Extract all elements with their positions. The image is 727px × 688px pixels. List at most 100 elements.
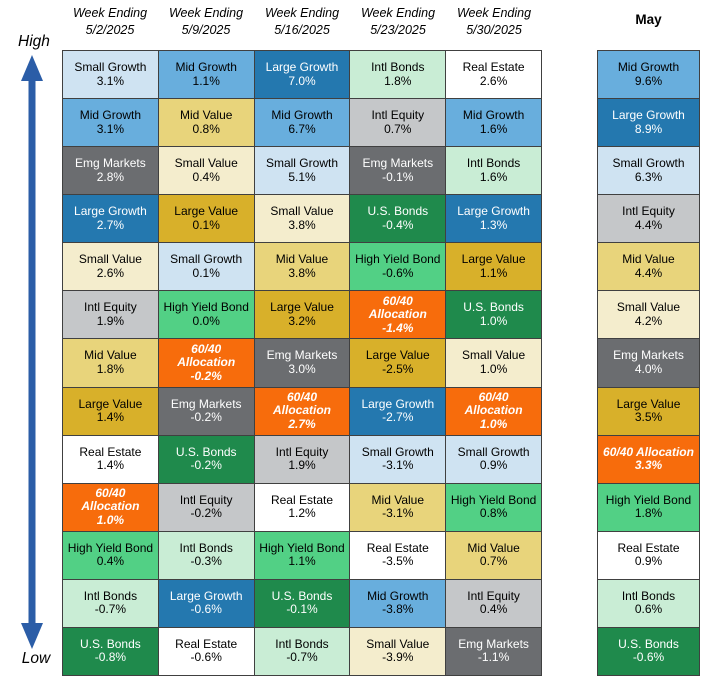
asset-value: 1.0% bbox=[479, 313, 508, 328]
asset-value: 9.6% bbox=[634, 73, 663, 88]
asset-cell: Large Value 0.1% bbox=[158, 195, 254, 243]
asset-value: 3.1% bbox=[96, 73, 125, 88]
asset-cell: High Yield Bond 1.1% bbox=[254, 531, 350, 579]
asset-cell: Mid Value 3.8% bbox=[254, 243, 350, 291]
asset-name: Mid Value bbox=[84, 348, 137, 363]
asset-name: High Yield Bond bbox=[163, 300, 249, 315]
asset-value: 3.3% bbox=[634, 458, 663, 473]
asset-name: 60/40 Allocation bbox=[272, 389, 331, 418]
asset-name: U.S. Bonds bbox=[271, 588, 333, 603]
asset-value: 0.8% bbox=[479, 506, 508, 521]
asset-value: 0.7% bbox=[384, 121, 412, 136]
asset-cell: Mid Growth 6.7% bbox=[254, 99, 350, 147]
asset-cell: Mid Value 1.8% bbox=[63, 339, 158, 387]
asset-name: Large Growth bbox=[361, 396, 435, 411]
asset-cell: Real Estate 1.4% bbox=[63, 435, 158, 483]
asset-cell: 60/40 Allocation 1.0% bbox=[446, 387, 541, 435]
asset-cell: U.S. Bonds -0.1% bbox=[254, 579, 350, 627]
asset-name: U.S. Bonds bbox=[80, 636, 141, 651]
week-header-line1: Week Ending bbox=[72, 6, 148, 20]
asset-name: Large Value bbox=[365, 348, 430, 363]
asset-cell: U.S. Bonds -0.8% bbox=[63, 627, 158, 675]
week-header-line1: Week Ending bbox=[456, 6, 532, 20]
asset-name: 60/40 Allocation bbox=[603, 444, 694, 459]
week-header-date: 5/23/2025 bbox=[370, 22, 426, 37]
week-header-date: 5/30/2025 bbox=[466, 22, 522, 37]
asset-value: 3.1% bbox=[96, 121, 125, 136]
asset-cell: Mid Growth -3.8% bbox=[350, 579, 446, 627]
asset-cell: Emg Markets -0.2% bbox=[158, 387, 254, 435]
asset-value: -0.1% bbox=[286, 602, 318, 617]
week-header-date: 5/2/2025 bbox=[85, 22, 135, 37]
asset-value: 3.8% bbox=[288, 217, 316, 232]
asset-value: -3.9% bbox=[382, 650, 414, 665]
asset-cell: Small Value 3.8% bbox=[254, 195, 350, 243]
asset-value: 2.8% bbox=[96, 169, 125, 184]
asset-name: Large Growth bbox=[74, 204, 147, 219]
low-label: Low bbox=[21, 650, 51, 667]
week-header: Week Ending 5/30/2025 bbox=[446, 5, 542, 39]
asset-name: Small Growth bbox=[612, 156, 685, 171]
asset-value: -0.2% bbox=[190, 506, 222, 521]
asset-name: Intl Equity bbox=[622, 204, 675, 219]
asset-name: Intl Bonds bbox=[83, 588, 138, 603]
asset-cell: Small Value 0.4% bbox=[158, 147, 254, 195]
asset-name: Intl Bonds bbox=[179, 540, 233, 555]
asset-value: 0.4% bbox=[96, 554, 125, 569]
asset-name: Intl Equity bbox=[179, 492, 233, 507]
asset-cell: Small Growth 0.9% bbox=[446, 435, 541, 483]
asset-value: -1.4% bbox=[382, 320, 414, 335]
asset-name: Intl Equity bbox=[84, 300, 137, 315]
asset-name: 60/40 Allocation bbox=[464, 389, 523, 418]
asset-value: 1.0% bbox=[479, 416, 508, 431]
asset-name: Emg Markets bbox=[362, 156, 434, 171]
asset-value: 8.9% bbox=[634, 121, 663, 136]
asset-value: -3.5% bbox=[382, 554, 414, 569]
asset-cell: Intl Equity 0.4% bbox=[446, 579, 541, 627]
week-header: Week Ending 5/16/2025 bbox=[254, 5, 350, 39]
asset-value: 1.2% bbox=[288, 506, 316, 521]
asset-cell: 60/40 Allocation -0.2% bbox=[158, 339, 254, 387]
asset-cell: Large Growth 8.9% bbox=[598, 99, 699, 147]
asset-cell: Small Growth 3.1% bbox=[63, 51, 158, 99]
week-header-line1: Week Ending bbox=[360, 6, 436, 20]
asset-value: 3.2% bbox=[288, 313, 316, 328]
asset-cell: Large Growth -2.7% bbox=[350, 387, 446, 435]
asset-value: 2.6% bbox=[96, 265, 125, 280]
asset-name: Emg Markets bbox=[458, 636, 529, 651]
asset-value: 4.4% bbox=[634, 265, 663, 280]
asset-name: Emg Markets bbox=[75, 156, 146, 171]
week-header-line1: Week Ending bbox=[168, 6, 244, 20]
asset-cell: Real Estate -3.5% bbox=[350, 531, 446, 579]
asset-value: -0.2% bbox=[190, 368, 222, 383]
week-header: Week Ending 5/2/2025 bbox=[62, 5, 158, 39]
asset-name: Mid Growth bbox=[617, 59, 680, 74]
high-low-arrow-icon bbox=[21, 55, 43, 649]
asset-value: -0.7% bbox=[94, 602, 127, 617]
asset-cell: Real Estate 0.9% bbox=[598, 531, 699, 579]
asset-cell: Intl Bonds 0.6% bbox=[598, 579, 699, 627]
asset-cell: High Yield Bond 0.4% bbox=[63, 531, 158, 579]
asset-name: Large Growth bbox=[265, 59, 339, 74]
asset-cell: U.S. Bonds -0.2% bbox=[158, 435, 254, 483]
asset-name: Emg Markets bbox=[170, 396, 242, 411]
asset-name: Large Value bbox=[270, 300, 334, 315]
asset-value: -0.7% bbox=[286, 650, 318, 665]
asset-name: Intl Equity bbox=[275, 444, 329, 459]
asset-name: Mid Value bbox=[467, 540, 520, 555]
asset-value: 1.1% bbox=[192, 73, 220, 88]
asset-cell: Emg Markets -0.1% bbox=[350, 147, 446, 195]
asset-cell: Large Growth -0.6% bbox=[158, 579, 254, 627]
asset-value: 1.4% bbox=[96, 458, 125, 473]
asset-cell: 60/40 Allocation -1.4% bbox=[350, 291, 446, 339]
asset-name: Mid Value bbox=[371, 492, 425, 507]
asset-value: 1.1% bbox=[288, 554, 316, 569]
asset-name: Mid Growth bbox=[79, 108, 142, 123]
asset-cell: Small Value 4.2% bbox=[598, 291, 699, 339]
asset-name: Large Value bbox=[461, 252, 526, 267]
asset-value: 7.0% bbox=[288, 73, 316, 88]
asset-value: -1.1% bbox=[477, 650, 510, 665]
asset-name: Real Estate bbox=[617, 540, 680, 555]
asset-cell: Real Estate 1.2% bbox=[254, 483, 350, 531]
asset-name: Small Growth bbox=[361, 444, 434, 459]
